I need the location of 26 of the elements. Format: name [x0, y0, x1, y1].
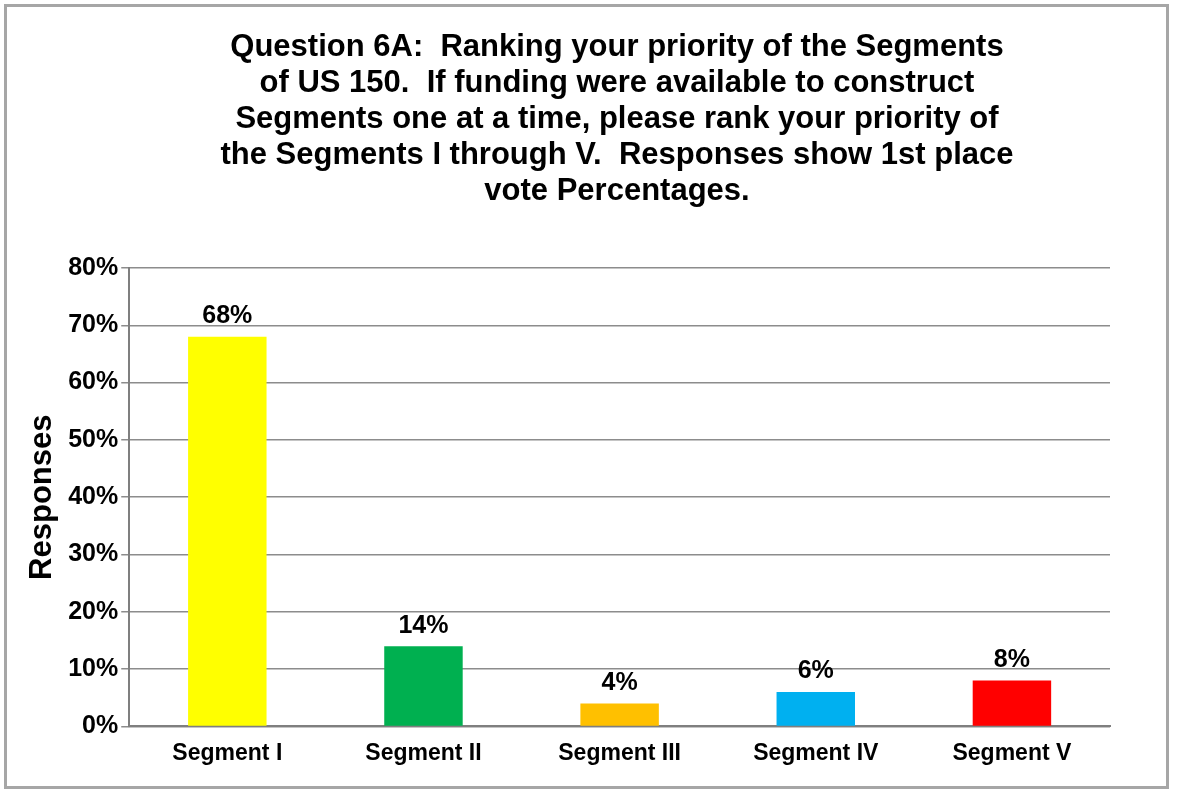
bar: [580, 703, 659, 726]
y-tick-label: 60%: [68, 366, 119, 395]
y-tick-label: 50%: [68, 423, 119, 452]
y-tick-label: 70%: [68, 309, 119, 338]
bar: [384, 646, 463, 726]
x-tick-label: Segment V: [952, 738, 1073, 765]
x-tick-label: Segment IV: [753, 738, 880, 765]
bar: [972, 680, 1052, 726]
bar: [188, 336, 267, 726]
y-tick-label: 40%: [68, 481, 119, 510]
x-tick-label: Segment III: [558, 738, 681, 765]
y-tick-label: 0%: [82, 710, 119, 739]
bar: [776, 692, 855, 726]
chart-title: Question 6A: Ranking your priority of the Segments of US 150. If funding were available to construct Segments one at a time, please rank your priority of the Segments I through V. Responses show 1st place vote Percentages.: [219, 28, 1015, 208]
x-tick-label: Segment I: [172, 738, 283, 765]
y-axis-title: Responses: [23, 414, 59, 580]
y-tick-label: 10%: [68, 652, 119, 681]
data-label: 4%: [601, 666, 638, 695]
data-label: 68%: [202, 300, 253, 329]
y-tick-label: 80%: [68, 251, 119, 280]
y-tick-label: 20%: [68, 595, 119, 624]
data-label: 8%: [993, 643, 1030, 672]
data-label: 6%: [797, 655, 834, 684]
data-label: 14%: [398, 609, 449, 638]
x-tick-label: Segment II: [365, 738, 482, 765]
y-tick-label: 30%: [68, 538, 119, 567]
